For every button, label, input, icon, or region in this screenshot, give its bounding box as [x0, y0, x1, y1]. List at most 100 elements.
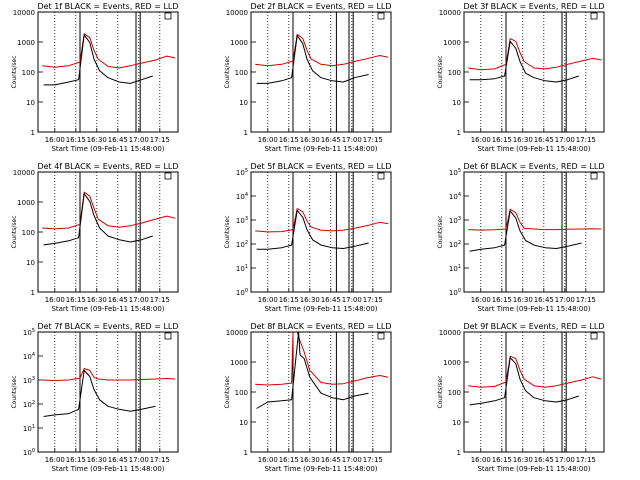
y-axis-label: Counts/sec	[11, 375, 18, 408]
x-tick-label: 16:00	[45, 296, 65, 304]
red-series-line	[42, 191, 176, 230]
y-tick-label: 102	[449, 240, 461, 249]
corner-square	[590, 332, 598, 340]
panel-3: Det 3f BLACK = Events, RED = LLD 1 10 100 10…	[437, 2, 605, 153]
y-tick-label: 10	[26, 99, 35, 107]
corner-square	[164, 332, 172, 340]
x-tick-label: 16:45	[321, 296, 341, 304]
x-tick-label: 16:00	[258, 296, 278, 304]
x-tick-label: 16:30	[513, 296, 533, 304]
x-tick-label: 17:15	[576, 456, 596, 464]
x-tick-label: 16:30	[87, 456, 107, 464]
x-tick-label: 17:00	[342, 296, 362, 304]
corner-square	[377, 172, 385, 180]
panel-title: Det 2f BLACK = Events, RED = LLD	[250, 2, 391, 11]
x-tick-label: 16:30	[300, 456, 320, 464]
x-tick-label: 16:45	[108, 136, 128, 144]
y-tick-label: 102	[23, 400, 35, 409]
y-tick-label: 101	[23, 424, 35, 433]
y-axis-label: Counts/sec	[224, 375, 231, 408]
black-series-line	[43, 369, 156, 417]
y-tick-label: 105	[236, 168, 248, 177]
plot-frame	[37, 11, 179, 133]
y-tick-label: 10	[239, 99, 248, 107]
x-tick-label: 16:15	[279, 456, 299, 464]
y-tick-label: 10000	[13, 169, 35, 177]
y-tick-label: 100	[235, 389, 248, 397]
y-tick-label: 1000	[230, 359, 248, 367]
red-series-line	[468, 355, 602, 388]
y-tick-label: 10000	[226, 9, 248, 17]
y-tick-label: 10	[452, 99, 461, 107]
x-tick-label: 16:00	[45, 136, 65, 144]
corner-square	[590, 12, 598, 20]
y-tick-label: 1000	[17, 199, 35, 207]
y-tick-label: 10	[239, 419, 248, 427]
x-tick-label: 17:00	[129, 296, 149, 304]
panel-1: Det 1f BLACK = Events, RED = LLD 1 10 100 10…	[11, 2, 179, 153]
corner-square	[377, 12, 385, 20]
red-series-line	[255, 33, 389, 67]
x-tick-label: 17:00	[555, 296, 575, 304]
plot-frame	[250, 11, 392, 133]
x-tick-label: 16:45	[534, 136, 554, 144]
y-tick-label: 1000	[443, 359, 461, 367]
red-series-line	[42, 368, 176, 381]
x-tick-label: 17:15	[576, 136, 596, 144]
y-tick-label: 104	[23, 352, 35, 361]
y-tick-label: 105	[23, 328, 35, 337]
y-axis-label: Counts/sec	[11, 55, 18, 88]
black-series-line	[469, 210, 582, 252]
y-tick-label: 10000	[439, 9, 461, 17]
y-tick-label: 1000	[17, 39, 35, 47]
x-tick-label: 17:15	[363, 296, 383, 304]
y-tick-label: 1	[31, 129, 35, 137]
plot-frame	[250, 171, 392, 293]
panel-9: Det 9f BLACK = Events, RED = LLD 1 10 100 10…	[437, 322, 605, 473]
x-axis-label: Start Time (09-Feb-11 15:48:00)	[51, 145, 164, 153]
panel-title: Det 7f BLACK = Events, RED = LLD	[37, 322, 178, 331]
x-tick-label: 16:15	[279, 136, 299, 144]
y-tick-label: 1	[244, 129, 248, 137]
x-tick-label: 16:00	[471, 296, 491, 304]
corner-square	[590, 172, 598, 180]
y-axis-label: Counts/sec	[437, 55, 444, 88]
x-tick-label: 16:30	[513, 136, 533, 144]
x-tick-label: 16:45	[321, 136, 341, 144]
x-axis-label: Start Time (09-Feb-11 15:48:00)	[51, 465, 164, 473]
x-tick-label: 16:15	[279, 296, 299, 304]
y-tick-label: 1	[244, 449, 248, 457]
y-axis-label: Counts/sec	[11, 215, 18, 248]
y-tick-label: 103	[23, 376, 35, 385]
x-tick-label: 16:00	[258, 136, 278, 144]
y-tick-label: 1000	[443, 39, 461, 47]
y-tick-label: 105	[449, 168, 461, 177]
y-tick-label: 100	[22, 229, 35, 237]
y-tick-label: 1	[31, 289, 35, 297]
y-axis-label: Counts/sec	[437, 375, 444, 408]
panel-4: Det 4f BLACK = Events, RED = LLD 1 10 100 10…	[11, 162, 179, 313]
corner-square	[164, 172, 172, 180]
x-tick-label: 16:30	[87, 296, 107, 304]
panel-title: Det 1f BLACK = Events, RED = LLD	[37, 2, 178, 11]
x-tick-label: 17:00	[555, 136, 575, 144]
x-tick-label: 16:45	[108, 456, 128, 464]
plot-frame	[37, 171, 179, 293]
y-tick-label: 101	[449, 264, 461, 273]
plot-frame	[463, 171, 605, 293]
x-tick-label: 16:45	[108, 296, 128, 304]
panel-title: Det 9f BLACK = Events, RED = LLD	[463, 322, 604, 331]
y-axis-label: Counts/sec	[224, 55, 231, 88]
x-axis-label: Start Time (09-Feb-11 15:48:00)	[51, 305, 164, 313]
y-tick-label: 1	[457, 449, 461, 457]
x-tick-label: 16:30	[513, 456, 533, 464]
panel-title: Det 4f BLACK = Events, RED = LLD	[37, 162, 178, 171]
x-tick-label: 16:45	[534, 296, 554, 304]
x-tick-label: 17:00	[342, 136, 362, 144]
y-tick-label: 100	[23, 448, 35, 457]
y-tick-label: 103	[236, 216, 248, 225]
y-tick-label: 1	[457, 129, 461, 137]
x-tick-label: 16:15	[492, 456, 512, 464]
red-series-line	[42, 33, 176, 69]
y-tick-label: 100	[236, 288, 248, 297]
